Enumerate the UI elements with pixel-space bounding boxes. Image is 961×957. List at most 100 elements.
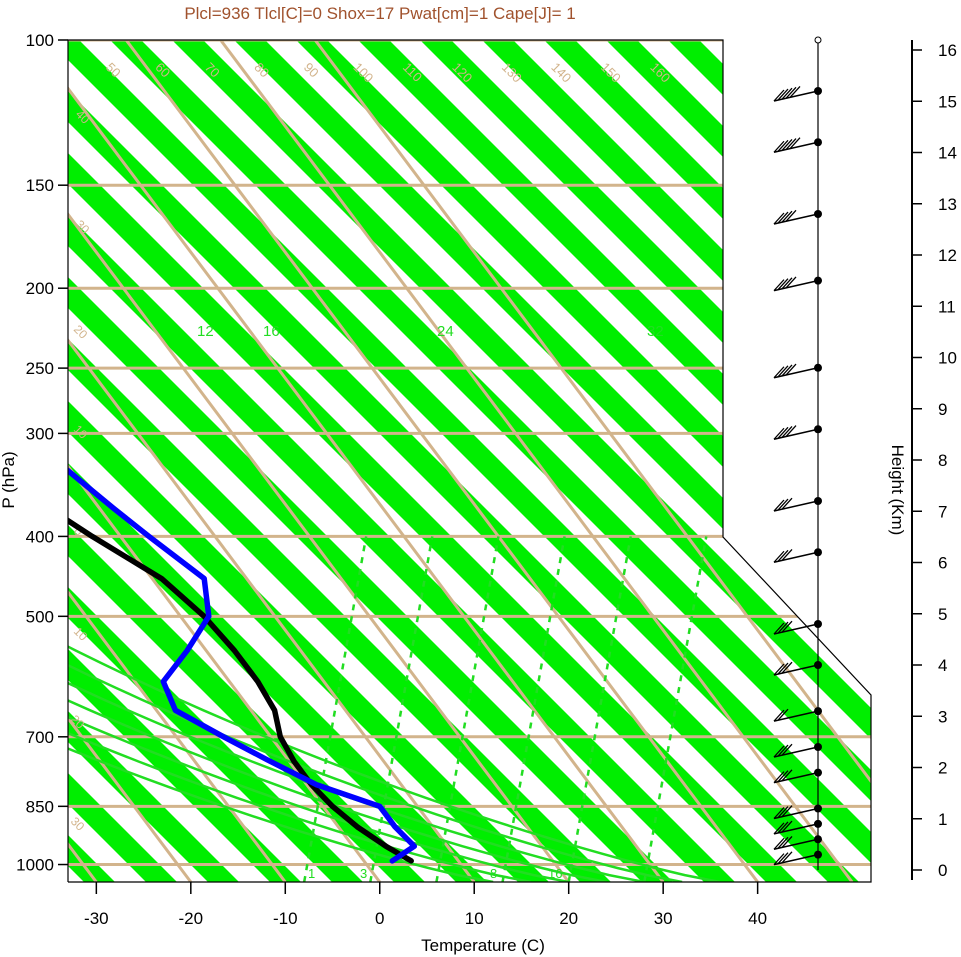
isotherm-label: 30 [842, 641, 869, 668]
wind-barb-flag [773, 427, 785, 440]
wind-barb-flag [777, 806, 789, 819]
mixing-ratio-lines [302, 536, 708, 882]
height-tick-label: 16 [938, 41, 957, 60]
wind-barb-staff [773, 664, 819, 676]
mixing-ratio-line [643, 536, 708, 882]
wind-barb-staff [773, 279, 819, 292]
x-axis-label: Temperature (C) [421, 936, 545, 955]
wind-barb-flag [785, 138, 797, 150]
moist-adiabats [68, 337, 721, 882]
height-tick-label: 4 [938, 656, 947, 675]
wind-barb-staff [773, 623, 819, 635]
y-tick-label: 700 [26, 728, 54, 747]
x-tick-label: -20 [179, 909, 204, 928]
wind-barb-staff [773, 771, 819, 784]
height-tick-label: 12 [938, 246, 957, 265]
wind-barb-flag [781, 620, 793, 633]
skewed-isotherm [313, 40, 871, 882]
mixing-ratio-label: 16 [548, 866, 562, 881]
wind-barb-flag [785, 363, 797, 376]
wind-barb-flag [781, 851, 793, 864]
wind-barb-flag [773, 499, 785, 512]
y-axis-label: P (hPa) [0, 451, 18, 508]
height-tick-label: 8 [938, 451, 947, 470]
wind-barb-flag [773, 709, 785, 722]
skewed-isotherm [219, 40, 854, 882]
y-tick-label: 500 [26, 607, 54, 626]
wind-barb-flag [777, 211, 789, 224]
x-tick-label: 30 [654, 909, 673, 928]
wind-barb-flag [777, 821, 789, 834]
wind-barb-flag [781, 661, 793, 674]
dry-adiabat-band [68, 40, 797, 882]
wind-barb-flag [777, 708, 789, 721]
wind-barb-staff [773, 90, 819, 102]
height-tick-label: 13 [938, 195, 957, 214]
wind-barb-flag [789, 85, 801, 98]
wind-barb-flag [781, 497, 793, 510]
wind-barb-flag [773, 837, 785, 850]
wind-barb-flag [781, 364, 793, 377]
wind-barb-flag [781, 87, 793, 100]
sounding-series [68, 64, 418, 864]
y-tick-label: 100 [26, 31, 54, 50]
wind-barb-flag [781, 805, 793, 818]
wind-barb-flag [777, 88, 789, 101]
height-tick-label: 10 [938, 349, 957, 368]
skewed-isotherm [68, 40, 476, 882]
height-tick-label: 15 [938, 92, 957, 111]
mixing-ratio-line [369, 536, 434, 882]
dry-adiabat-band [68, 40, 425, 882]
dry-adiabat-band [68, 40, 871, 882]
y-tick-label: 400 [26, 527, 54, 546]
wind-barb-staff [773, 823, 819, 835]
wind-barb-flag [781, 139, 793, 151]
dry-adiabat-band [68, 40, 859, 882]
isotherm-label: 10 [725, 331, 752, 358]
wind-barb-flag [777, 498, 789, 511]
wind-barb-flag [785, 276, 797, 289]
height-tick-label: 3 [938, 707, 947, 726]
height-tick-label: 6 [938, 554, 947, 573]
height-tick-label: 7 [938, 502, 947, 521]
wind-barb-flag [777, 836, 789, 849]
dry-adiabat-band [68, 40, 673, 882]
wind-barb-staff [773, 853, 819, 866]
wind-barb-flag [773, 771, 785, 784]
isotherm-label: 20 [794, 584, 821, 611]
mixing-ratio-line [302, 536, 368, 882]
moist-adiabat [68, 337, 721, 882]
wind-barb-staff [773, 213, 819, 225]
dry-adiabat-band [68, 40, 487, 882]
height-tick-label: 14 [938, 144, 957, 163]
x-tick-label: 40 [748, 909, 767, 928]
moist-adiabat [68, 337, 607, 882]
wind-barb-flag [777, 744, 789, 757]
wind-barb-staff [773, 710, 819, 722]
height-tick-label: 2 [938, 759, 947, 778]
wind-barb-flag [781, 769, 793, 782]
moist-adiabat-label: 16 [263, 323, 280, 340]
y-tick-label: 150 [26, 176, 54, 195]
dry-adiabat-band [68, 40, 549, 882]
wind-barb-flag [781, 820, 793, 833]
dry-adiabat-band [110, 40, 871, 882]
wind-barb-staff [773, 746, 819, 758]
x-tick-label: 20 [559, 909, 578, 928]
plot-area: 50 60 70 80 90 100 110 120 130 140 150 160302010010… [68, 40, 871, 882]
moist-adiabat [68, 337, 645, 882]
wind-barb-staff [773, 500, 819, 512]
chart-title: Plcl=936 Tlcl[C]=0 Shox=17 Pwat[cm]=1 Ca… [184, 4, 575, 23]
wind-barb-flag [781, 210, 793, 223]
dry-adiabat-band [172, 40, 871, 882]
height-tick-label: 0 [938, 861, 947, 880]
wind-barb-flag [781, 277, 793, 290]
height-tick-label: 5 [938, 605, 947, 624]
dry-adiabat-band [68, 40, 611, 882]
height-tick-label: 11 [938, 297, 956, 316]
wind-barb-staff [773, 838, 819, 850]
y-tick-label: 1000 [16, 856, 54, 875]
x-tick-label: 0 [375, 909, 384, 928]
